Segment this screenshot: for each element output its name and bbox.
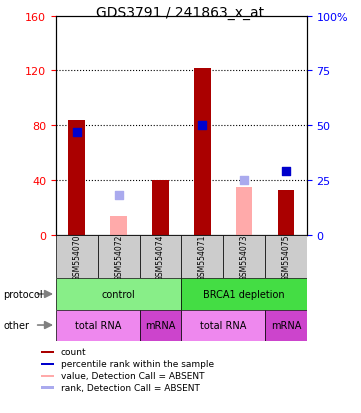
Point [199, 123, 205, 129]
Bar [41, 387, 54, 389]
Text: GSM554070: GSM554070 [72, 234, 81, 280]
Bar [236, 188, 252, 235]
Point [74, 129, 80, 136]
Text: mRNA: mRNA [145, 320, 176, 330]
Text: GSM554074: GSM554074 [156, 234, 165, 280]
Text: rank, Detection Call = ABSENT: rank, Detection Call = ABSENT [61, 383, 199, 392]
Point [283, 169, 289, 175]
Text: GSM554071: GSM554071 [198, 234, 207, 280]
Bar [181, 235, 223, 279]
Text: mRNA: mRNA [271, 320, 301, 330]
Text: BRCA1 depletion: BRCA1 depletion [203, 289, 285, 299]
Bar [140, 235, 181, 279]
Bar [56, 279, 181, 310]
Bar [152, 181, 169, 235]
Point [116, 193, 122, 199]
Bar [181, 310, 265, 341]
Bar [69, 121, 85, 235]
Bar [41, 351, 54, 353]
Bar [265, 235, 307, 279]
Bar [265, 310, 307, 341]
Text: GDS3791 / 241863_x_at: GDS3791 / 241863_x_at [96, 6, 265, 20]
Text: value, Detection Call = ABSENT: value, Detection Call = ABSENT [61, 371, 204, 380]
Bar [140, 310, 181, 341]
Text: other: other [4, 320, 30, 330]
Text: GSM554072: GSM554072 [114, 234, 123, 280]
Text: protocol: protocol [4, 289, 43, 299]
Bar [56, 310, 140, 341]
Bar [41, 375, 54, 377]
Text: control: control [102, 289, 135, 299]
Bar [98, 235, 140, 279]
Point [241, 178, 247, 184]
Bar [223, 235, 265, 279]
Bar [181, 279, 307, 310]
Bar [56, 235, 98, 279]
Bar [110, 216, 127, 235]
Text: count: count [61, 347, 86, 356]
Bar [41, 363, 54, 365]
Text: total RNA: total RNA [200, 320, 247, 330]
Bar [278, 190, 294, 235]
Text: total RNA: total RNA [75, 320, 121, 330]
Text: percentile rank within the sample: percentile rank within the sample [61, 359, 214, 368]
Bar [194, 69, 211, 235]
Text: GSM554075: GSM554075 [282, 234, 291, 280]
Text: GSM554073: GSM554073 [240, 234, 249, 280]
